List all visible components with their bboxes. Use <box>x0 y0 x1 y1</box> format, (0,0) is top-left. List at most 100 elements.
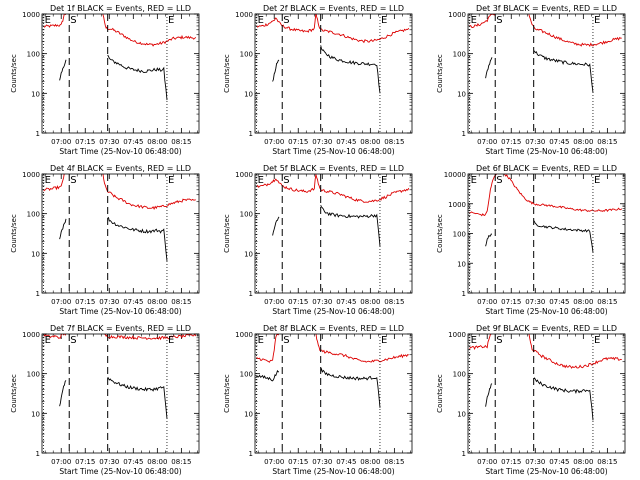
lld-trace <box>469 14 622 48</box>
y-tick-label: 1 <box>36 450 40 458</box>
x-tick-label: 07:45 <box>549 458 569 466</box>
x-tick-label: 07:00 <box>477 458 497 466</box>
x-tick-label: 08:00 <box>147 138 167 146</box>
plot-area <box>469 174 623 253</box>
y-tick-label: 100 <box>27 51 40 59</box>
marker-label: S <box>283 335 289 346</box>
y-axis-label: Counts/sec <box>436 374 444 413</box>
marker-label: E <box>258 15 264 26</box>
x-tick-label: 07:15 <box>75 138 95 146</box>
x-tick-label: 08:15 <box>171 298 191 306</box>
y-axis-label: Counts/sec <box>10 214 18 253</box>
plot-frame <box>41 13 200 134</box>
x-tick-label: 07:00 <box>264 138 284 146</box>
x-tick-label: 08:15 <box>384 298 404 306</box>
plot-frame <box>254 173 413 294</box>
plot-area <box>43 334 197 419</box>
x-tick-label: 08:15 <box>171 138 191 146</box>
y-tick-label: 10 <box>244 90 253 98</box>
chart-panel: Det 4f BLACK = Events, RED = LLD 1 10 100 10… <box>10 164 200 316</box>
x-tick-label: 08:15 <box>384 138 404 146</box>
x-axis-label: Start Time (25-Nov-10 06:48:00) <box>485 147 607 156</box>
marker-label: S <box>70 175 76 186</box>
x-axis-label: Start Time (25-Nov-10 06:48:00) <box>59 307 181 316</box>
x-tick-label: 08:00 <box>147 298 167 306</box>
y-tick-label: 10 <box>457 410 466 418</box>
marker-label: E <box>381 175 387 186</box>
x-tick-label: 07:30 <box>99 298 119 306</box>
y-axis-label: Counts/sec <box>436 54 444 93</box>
chart-panel: Det 2f BLACK = Events, RED = LLD 1 10 100 10… <box>223 4 413 156</box>
x-tick-label: 07:15 <box>288 138 308 146</box>
x-tick-label: 08:00 <box>573 458 593 466</box>
x-tick-label: 07:45 <box>549 138 569 146</box>
x-axis-label: Start Time (25-Nov-10 06:48:00) <box>272 467 394 476</box>
x-tick-label: 07:30 <box>525 138 545 146</box>
events-trace <box>272 45 381 94</box>
y-tick-label: 10 <box>31 90 40 98</box>
x-tick-label: 07:30 <box>312 298 332 306</box>
y-tick-label: 100 <box>27 211 40 219</box>
panel-title: Det 4f BLACK = Events, RED = LLD <box>50 164 191 173</box>
plot-area <box>256 174 410 247</box>
lld-trace <box>469 334 622 369</box>
x-tick-label: 08:15 <box>384 458 404 466</box>
chart-panel: Det 5f BLACK = Events, RED = LLD 1 10 100 10… <box>223 164 413 316</box>
plot-frame <box>467 333 626 454</box>
y-tick-label: 10 <box>244 410 253 418</box>
x-axis-label: Start Time (25-Nov-10 06:48:00) <box>59 467 181 476</box>
y-tick-label: 1 <box>462 450 466 458</box>
y-tick-label: 1 <box>36 130 40 138</box>
x-tick-label: 08:00 <box>360 138 380 146</box>
chart-panel: Det 8f BLACK = Events, RED = LLD 1 10 100 10… <box>223 324 413 476</box>
chart-panel: Det 1f BLACK = Events, RED = LLD 1 10 100 10… <box>10 4 200 156</box>
plot-frame <box>41 333 200 454</box>
marker-label: S <box>496 15 502 26</box>
x-tick-label: 07:45 <box>549 298 569 306</box>
plot-frame <box>467 173 626 294</box>
panel-title: Det 6f BLACK = Events, RED = LLD <box>476 164 617 173</box>
lld-trace <box>256 14 410 44</box>
y-tick-label: 1000 <box>448 11 466 19</box>
marker-label: E <box>258 175 264 186</box>
x-tick-label: 07:00 <box>264 298 284 306</box>
y-tick-label: 1 <box>462 130 466 138</box>
panel-title: Det 3f BLACK = Events, RED = LLD <box>476 4 617 13</box>
panel-title: Det 8f BLACK = Events, RED = LLD <box>263 324 404 333</box>
chart-panel: Det 9f BLACK = Events, RED = LLD 1 10 100 10… <box>436 324 626 476</box>
marker-label: E <box>381 15 387 26</box>
x-tick-label: 07:45 <box>123 138 143 146</box>
x-tick-label: 07:15 <box>501 298 521 306</box>
x-tick-label: 08:00 <box>360 458 380 466</box>
lld-trace <box>43 14 197 47</box>
y-tick-label: 1000 <box>448 331 466 339</box>
chart-panel: Det 6f BLACK = Events, RED = LLD 1 10 100 10… <box>436 164 626 316</box>
lld-trace <box>256 174 410 203</box>
y-axis-label: Counts/sec <box>223 54 231 93</box>
x-tick-label: 08:00 <box>360 298 380 306</box>
x-tick-label: 08:15 <box>171 458 191 466</box>
marker-label: E <box>594 335 600 346</box>
marker-label: S <box>496 335 502 346</box>
events-trace <box>59 376 168 419</box>
panel-title: Det 1f BLACK = Events, RED = LLD <box>50 4 191 13</box>
plot-frame <box>254 333 413 454</box>
lld-trace <box>256 334 409 363</box>
marker-label: E <box>168 335 174 346</box>
marker-label: S <box>70 15 76 26</box>
x-tick-label: 07:45 <box>336 298 356 306</box>
y-tick-label: 100 <box>453 231 466 239</box>
x-tick-label: 07:00 <box>51 458 71 466</box>
events-trace <box>256 367 381 408</box>
x-tick-label: 07:30 <box>525 458 545 466</box>
marker-label: E <box>258 335 264 346</box>
y-tick-label: 1000 <box>22 11 40 19</box>
chart-panel: Det 7f BLACK = Events, RED = LLD 1 10 100 10… <box>10 324 200 476</box>
y-tick-label: 1 <box>249 290 253 298</box>
y-tick-label: 1000 <box>235 171 253 179</box>
x-axis-label: Start Time (25-Nov-10 06:48:00) <box>485 307 607 316</box>
plot-area <box>43 14 197 101</box>
marker-label: S <box>70 335 76 346</box>
y-tick-label: 10 <box>31 410 40 418</box>
